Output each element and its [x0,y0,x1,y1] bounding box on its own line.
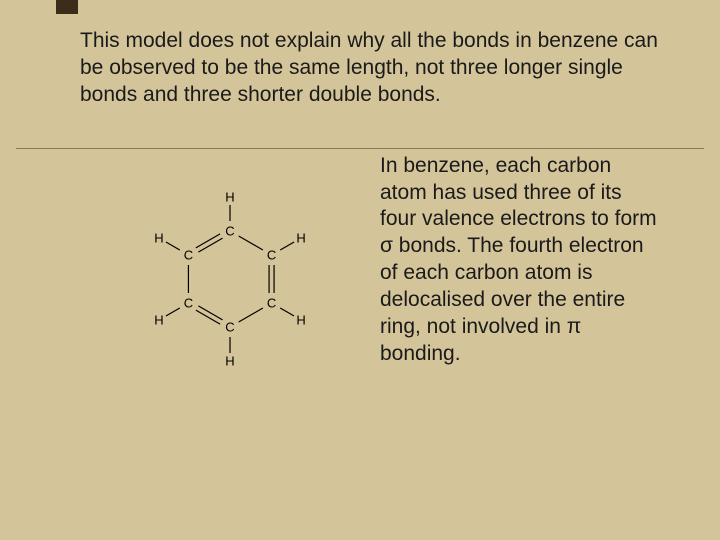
svg-text:H: H [296,230,305,245]
top-paragraph: This model does not explain why all the … [80,28,660,109]
svg-text:H: H [225,189,234,204]
svg-text:C: C [184,295,193,310]
svg-text:H: H [154,312,163,327]
benzene-svg: C C C C C C H H H H H H [80,149,380,409]
svg-text:C: C [267,247,276,262]
svg-text:C: C [184,247,193,262]
svg-text:C: C [225,223,234,238]
svg-text:H: H [225,353,234,368]
corner-shadow [56,0,78,14]
right-paragraph: In benzene, each carbon atom has used th… [380,149,660,409]
svg-text:C: C [267,295,276,310]
lower-row: C C C C C C H H H H H H In benzene, each carbon ato… [80,149,660,409]
svg-text:C: C [225,319,234,334]
svg-text:H: H [154,230,163,245]
svg-text:H: H [296,312,305,327]
benzene-diagram: C C C C C C H H H H H H [80,149,360,409]
